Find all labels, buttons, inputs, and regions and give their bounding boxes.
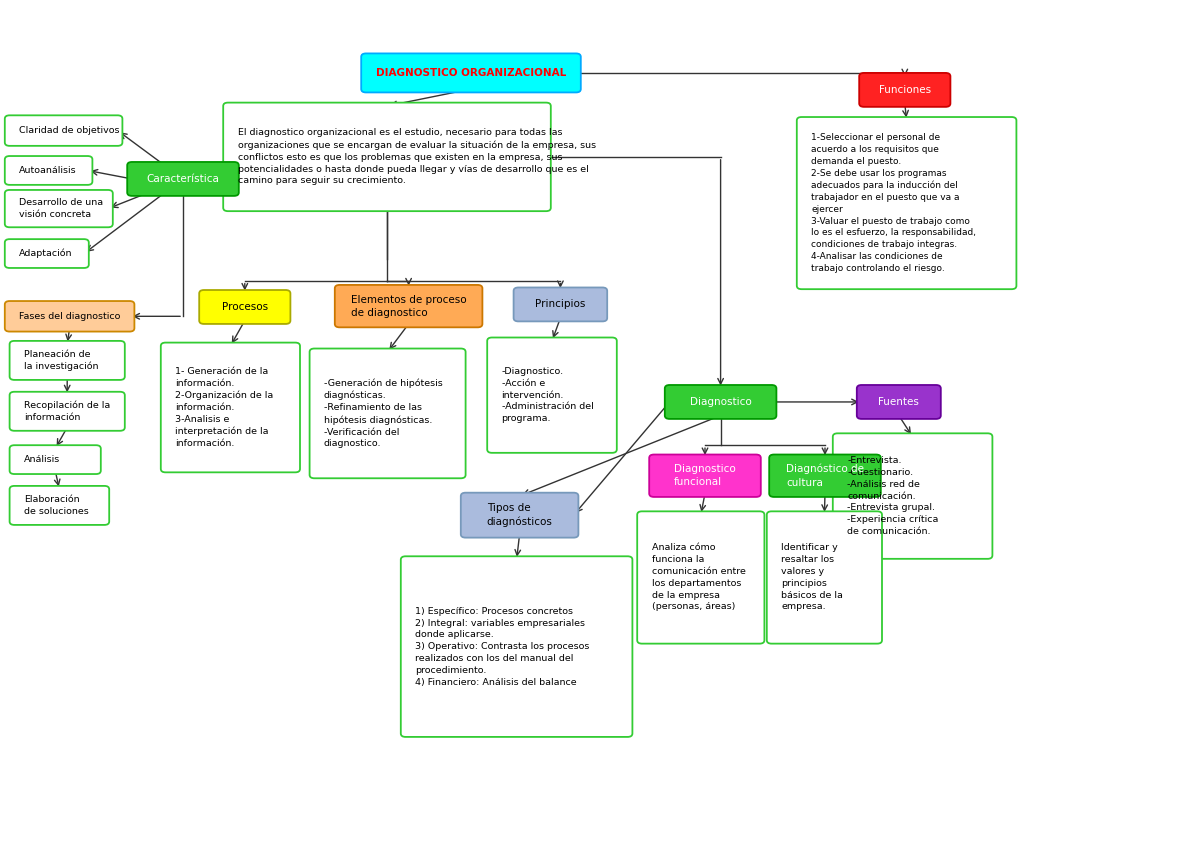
FancyBboxPatch shape: [161, 343, 300, 472]
Text: Diagnóstico de
cultura: Diagnóstico de cultura: [786, 464, 864, 488]
FancyBboxPatch shape: [665, 385, 776, 419]
Text: Autoanálisis: Autoanálisis: [19, 166, 77, 175]
FancyBboxPatch shape: [859, 73, 950, 107]
Text: 1) Específico: Procesos concretos
2) Integral: variables empresariales
donde apl: 1) Específico: Procesos concretos 2) Int…: [415, 606, 589, 687]
Text: Claridad de objetivos: Claridad de objetivos: [19, 126, 120, 135]
FancyBboxPatch shape: [401, 556, 632, 737]
FancyBboxPatch shape: [361, 53, 581, 92]
FancyBboxPatch shape: [5, 190, 113, 227]
FancyBboxPatch shape: [833, 433, 992, 559]
Text: Identificar y
resaltar los
valores y
principios
básicos de la
empresa.: Identificar y resaltar los valores y pri…: [781, 544, 844, 611]
Text: Desarrollo de una
visión concreta: Desarrollo de una visión concreta: [19, 198, 103, 219]
Text: -Entrevista.
-Cuestionario.
-Análisis red de
comunicación.
-Entrevista grupal.
-: -Entrevista. -Cuestionario. -Análisis re…: [847, 456, 938, 536]
FancyBboxPatch shape: [857, 385, 941, 419]
FancyBboxPatch shape: [127, 162, 239, 196]
Text: -Generación de hipótesis
diagnósticas.
-Refinamiento de las
hipótesis diagnóstic: -Generación de hipótesis diagnósticas. -…: [324, 378, 443, 449]
Text: 1-Seleccionar el personal de
acuerdo a los requisitos que
demanda el puesto.
2-S: 1-Seleccionar el personal de acuerdo a l…: [811, 133, 977, 273]
Text: Recopilación de la
información: Recopilación de la información: [24, 400, 110, 422]
FancyBboxPatch shape: [637, 511, 764, 644]
FancyBboxPatch shape: [310, 349, 466, 478]
Text: Elaboración
de soluciones: Elaboración de soluciones: [24, 495, 89, 516]
FancyBboxPatch shape: [10, 445, 101, 474]
FancyBboxPatch shape: [223, 103, 551, 211]
Text: -Diagnostico.
-Acción e
intervención.
-Administración del
programa.: -Diagnostico. -Acción e intervención. -A…: [502, 367, 593, 423]
FancyBboxPatch shape: [5, 239, 89, 268]
FancyBboxPatch shape: [10, 341, 125, 380]
FancyBboxPatch shape: [5, 301, 134, 332]
Text: Fases del diagnostico: Fases del diagnostico: [19, 312, 120, 321]
Text: Diagnostico
funcional: Diagnostico funcional: [674, 464, 736, 488]
FancyBboxPatch shape: [5, 156, 92, 185]
FancyBboxPatch shape: [649, 455, 761, 497]
Text: 1- Generación de la
información.
2-Organización de la
información.
3-Analisis e
: 1- Generación de la información. 2-Organ…: [175, 367, 274, 448]
Text: Diagnostico: Diagnostico: [690, 397, 751, 407]
Text: Analiza cómo
funciona la
comunicación entre
los departamentos
de la empresa
(per: Analiza cómo funciona la comunicación en…: [652, 544, 745, 611]
Text: Procesos: Procesos: [222, 302, 268, 312]
FancyBboxPatch shape: [769, 455, 881, 497]
FancyBboxPatch shape: [767, 511, 882, 644]
FancyBboxPatch shape: [514, 287, 607, 321]
FancyBboxPatch shape: [5, 115, 122, 146]
Text: DIAGNOSTICO ORGANIZACIONAL: DIAGNOSTICO ORGANIZACIONAL: [376, 68, 566, 78]
FancyBboxPatch shape: [487, 338, 617, 453]
Text: Análisis: Análisis: [24, 455, 60, 464]
Text: Fuentes: Fuentes: [878, 397, 919, 407]
Text: Característica: Característica: [146, 174, 220, 184]
Text: Elementos de proceso
de diagnostico: Elementos de proceso de diagnostico: [350, 294, 467, 318]
Text: El diagnostico organizacional es el estudio, necesario para todas las
organizaci: El diagnostico organizacional es el estu…: [238, 128, 595, 186]
Text: Principios: Principios: [535, 299, 586, 310]
Text: Funciones: Funciones: [878, 85, 931, 95]
FancyBboxPatch shape: [10, 486, 109, 525]
FancyBboxPatch shape: [335, 285, 482, 327]
FancyBboxPatch shape: [797, 117, 1016, 289]
FancyBboxPatch shape: [199, 290, 290, 324]
Text: Adaptación: Adaptación: [19, 248, 73, 259]
Text: Planeación de
la investigación: Planeación de la investigación: [24, 349, 98, 371]
Text: Tipos de
diagnósticos: Tipos de diagnósticos: [487, 503, 552, 527]
FancyBboxPatch shape: [461, 493, 578, 538]
FancyBboxPatch shape: [10, 392, 125, 431]
